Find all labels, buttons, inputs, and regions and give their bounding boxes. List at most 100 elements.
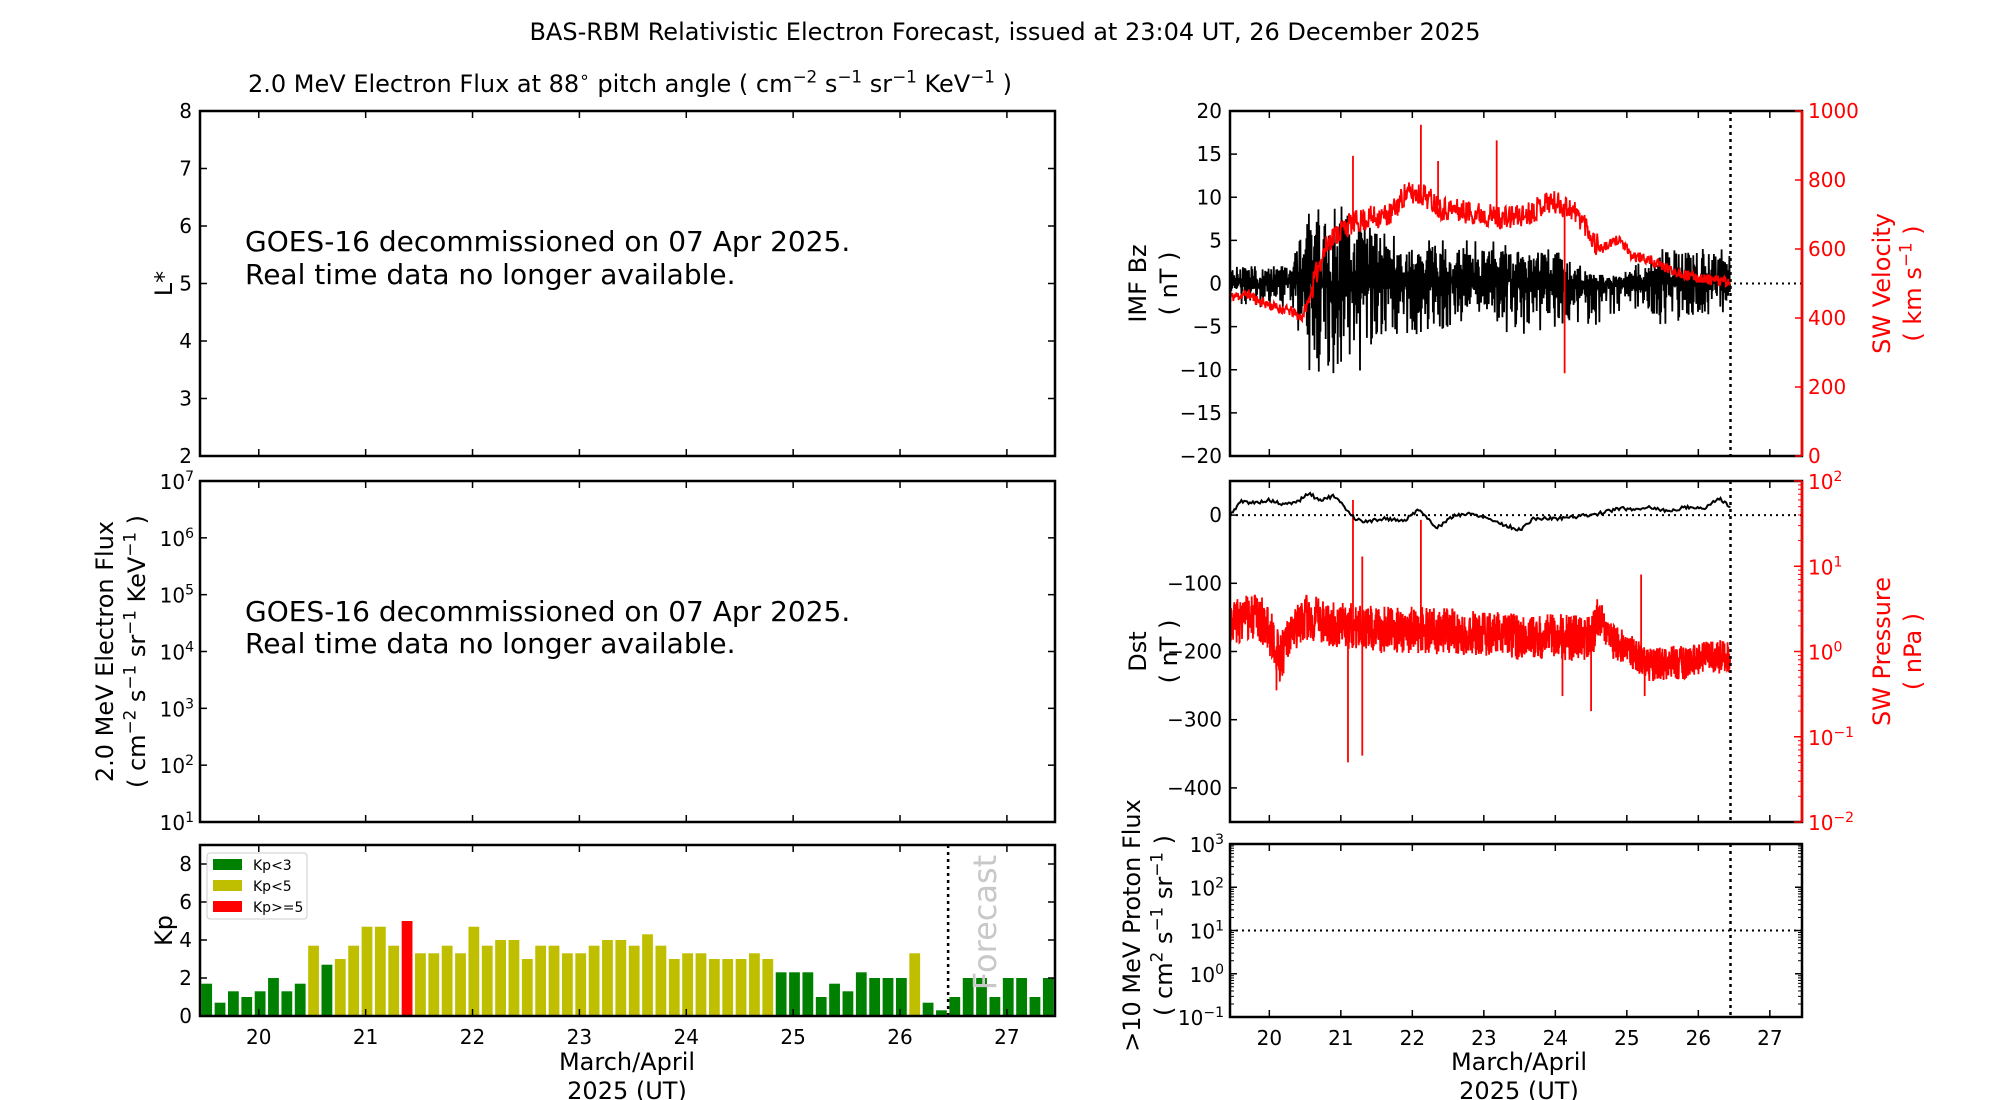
- kp-bar: [228, 991, 239, 1016]
- dst-ytick-label: −400: [1167, 776, 1222, 800]
- proton-xtick-label: 27: [1757, 1026, 1782, 1050]
- text-segment: s: [1150, 932, 1178, 952]
- kp-bar: [775, 972, 787, 1016]
- bz-ytick-label: 0: [1209, 272, 1222, 296]
- pressure-ytick-label: 101: [1808, 554, 1842, 579]
- text-segment: 10: [1808, 726, 1833, 750]
- lstar-ytick-label: 8: [179, 99, 192, 123]
- dst-ytick-label: −300: [1167, 708, 1222, 732]
- imf-bz-line: [1229, 206, 1732, 374]
- sw-pressure-line: [1229, 594, 1732, 682]
- kp-bar: [308, 945, 319, 1016]
- pressure-ylabel-line2: ( nPa ): [1899, 613, 1927, 690]
- kp-bar: [214, 1002, 226, 1016]
- flux-ytick-label: 102: [160, 753, 194, 778]
- superscript: ∘: [579, 66, 590, 86]
- text-segment: ): [1150, 835, 1178, 852]
- flux-notice-line2: Real time data no longer available.: [245, 627, 736, 660]
- bz-ytick-label: 20: [1197, 99, 1222, 123]
- kp-bar: [575, 953, 587, 1016]
- kp-bar: [481, 945, 493, 1016]
- text-segment: 10: [160, 470, 185, 494]
- kp-bar: [1029, 997, 1041, 1016]
- pressure-ylabel-line1: SW Pressure: [1868, 577, 1896, 726]
- kp-bar: [922, 1002, 934, 1016]
- superscript: −1: [970, 66, 995, 86]
- velocity-ytick-label: 200: [1808, 375, 1846, 399]
- kp-bar: [895, 978, 907, 1016]
- velocity-ylabel-line1: SW Velocity: [1868, 213, 1896, 354]
- superscript: 0: [1833, 640, 1842, 656]
- superscript: −1: [1833, 725, 1854, 741]
- pressure-ytick-label: 10−2: [1808, 810, 1854, 835]
- kp-bar: [415, 953, 426, 1016]
- kp-bar: [855, 972, 867, 1016]
- superscript: 3: [1215, 832, 1224, 848]
- flux-notice-line1: GOES-16 decommissioned on 07 Apr 2025.: [245, 595, 850, 628]
- kp-ytick-label: 6: [179, 890, 192, 914]
- bz-ytick-label: 10: [1197, 185, 1222, 209]
- superscript: −2: [1833, 810, 1854, 826]
- kp-bar: [441, 945, 453, 1016]
- kp-bar: [708, 959, 720, 1016]
- proton-ylabel-line1: >10 MeV Proton Flux: [1118, 799, 1146, 1052]
- superscript: −1: [119, 532, 139, 557]
- flux-ytick-label: 105: [160, 583, 194, 608]
- superscript: −2: [119, 710, 139, 735]
- lstar-ytick-label: 3: [179, 387, 192, 411]
- kp-xtick-label: 22: [460, 1025, 485, 1049]
- lstar-ytick-label: 4: [179, 329, 192, 353]
- kp-bar: [615, 940, 627, 1016]
- superscript: 2: [1215, 875, 1224, 891]
- figure-title: BAS-RBM Relativistic Electron Forecast, …: [529, 18, 1480, 46]
- kp-ytick-label: 0: [179, 1004, 192, 1028]
- dst-line: [1229, 491, 1731, 532]
- kp-bar: [962, 978, 974, 1016]
- kp-bar: [401, 921, 413, 1016]
- velocity-ylabel-line2: ( km s−1 ): [1895, 225, 1927, 341]
- superscript: 1: [185, 810, 194, 826]
- kp-bar: [321, 964, 333, 1016]
- bz-ytick-label: −20: [1180, 444, 1222, 468]
- kp-bar: [535, 945, 547, 1016]
- superscript: 5: [185, 583, 194, 599]
- proton-xtick-label: 21: [1328, 1026, 1353, 1050]
- kp-bar: [695, 953, 707, 1016]
- superscript: 1: [1215, 919, 1224, 935]
- superscript: −1: [1203, 1005, 1224, 1021]
- proton-xtick-label: 25: [1614, 1026, 1639, 1050]
- right-xlabel-line1: March/April: [1451, 1048, 1587, 1076]
- bz-ytick-label: 5: [1209, 228, 1222, 252]
- velocity-ytick-label: 800: [1808, 168, 1846, 192]
- velocity-ytick-label: 1000: [1808, 99, 1859, 123]
- kp-bar: [588, 945, 600, 1016]
- kp-bar: [976, 978, 987, 1016]
- proton-ytick-label: 101: [1190, 919, 1224, 944]
- kp-legend-swatch: [213, 901, 242, 912]
- proton-ytick-label: 100: [1190, 962, 1224, 987]
- proton-ytick-label: 103: [1190, 832, 1224, 857]
- kp-bar: [268, 978, 279, 1016]
- proton-ylabel-line2: ( cm2 s−1 sr−1 ): [1146, 835, 1178, 1016]
- kp-bar: [241, 997, 253, 1016]
- text-segment: KeV: [917, 70, 971, 98]
- superscript: 2: [1146, 952, 1166, 963]
- lstar-ytick-label: 7: [179, 157, 192, 181]
- text-segment: sr: [123, 635, 151, 665]
- text-segment: 10: [1190, 876, 1215, 900]
- proton-ytick-label: 10−1: [1178, 1005, 1224, 1030]
- kp-bar: [949, 997, 961, 1016]
- kp-xtick-label: 24: [674, 1025, 699, 1049]
- kp-legend-label: Kp<3: [253, 858, 292, 874]
- lstar-ytick-label: 5: [179, 272, 192, 296]
- pressure-ytick-label: 100: [1808, 640, 1842, 665]
- kp-bar: [388, 945, 400, 1016]
- lstar-notice-line1: GOES-16 decommissioned on 07 Apr 2025.: [245, 225, 850, 258]
- text-segment: 10: [160, 811, 185, 835]
- proton-xtick-label: 20: [1257, 1026, 1282, 1050]
- kp-bar: [936, 1010, 947, 1016]
- kp-xtick-label: 20: [246, 1025, 271, 1049]
- text-segment: ): [1899, 225, 1927, 242]
- superscript: 0: [1215, 962, 1224, 978]
- bz-ytick-label: −5: [1193, 315, 1222, 339]
